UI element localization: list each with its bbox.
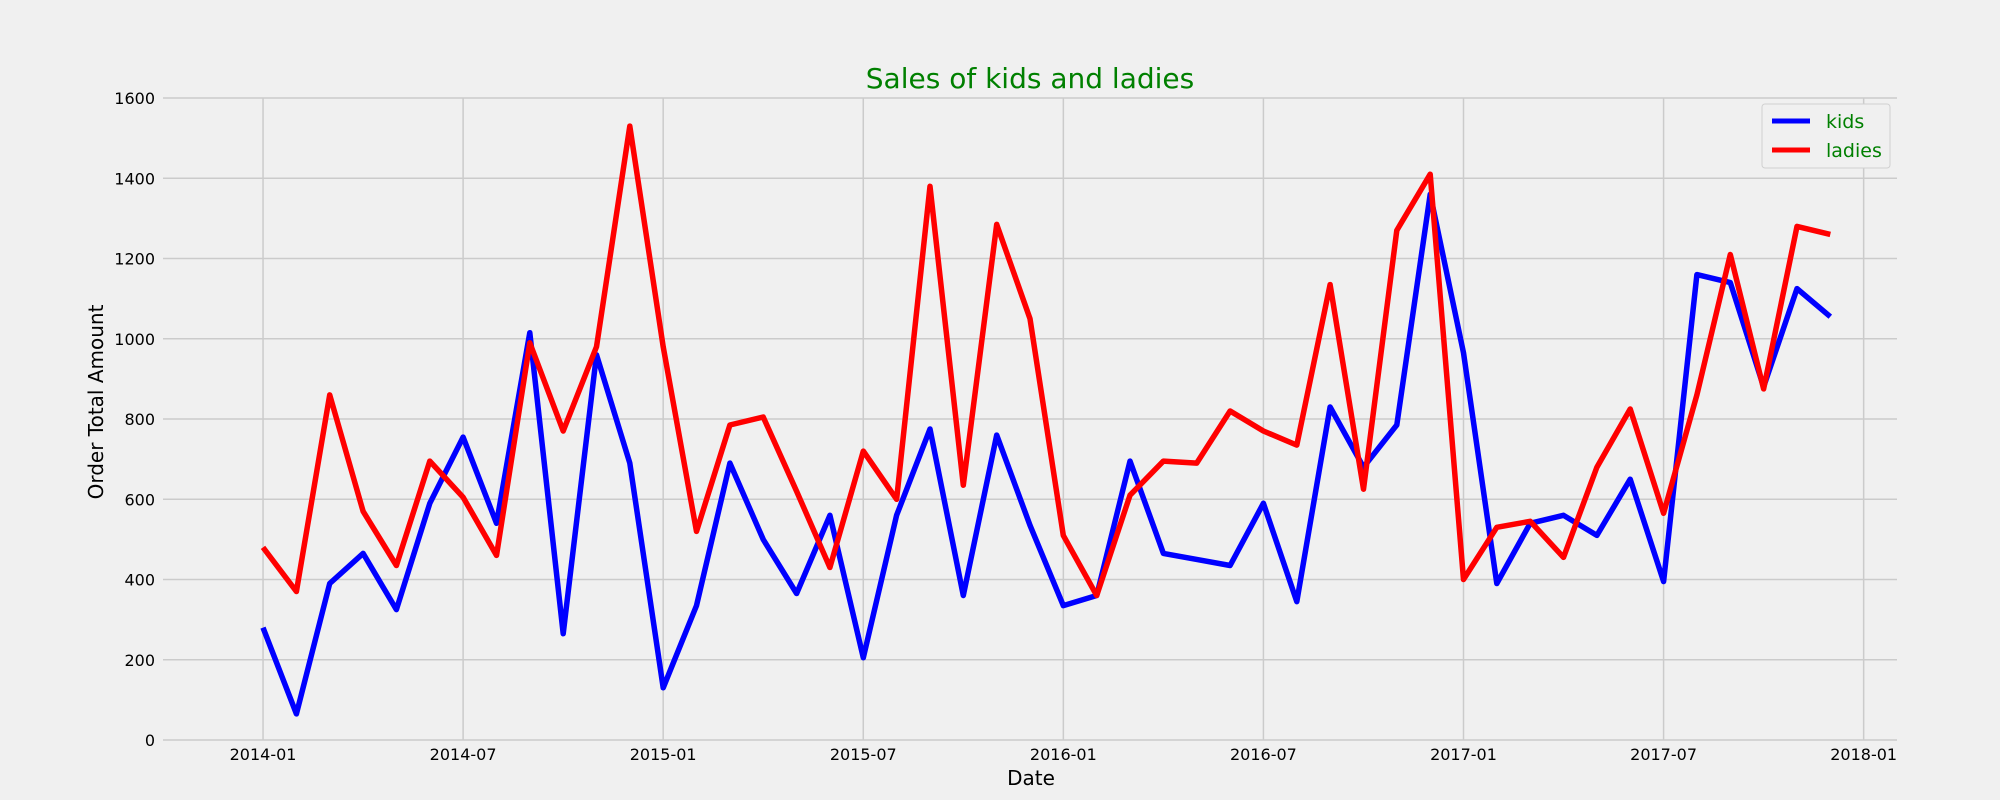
x-tick-label: 2016-01 [1030, 745, 1097, 764]
x-axis-label: Date [1007, 766, 1055, 790]
y-tick-label: 1000 [114, 330, 155, 349]
y-tick-label: 1200 [114, 250, 155, 269]
y-tick-label: 1600 [114, 89, 155, 108]
x-tick-label: 2015-07 [830, 745, 897, 764]
legend-label-ladies: ladies [1826, 140, 1882, 162]
x-tick-label: 2014-07 [430, 745, 497, 764]
y-tick-labels: 0 200 400 600 800 1000 1200 1400 1600 [114, 89, 155, 750]
x-tick-label: 2017-07 [1630, 745, 1697, 764]
y-tick-label: 200 [124, 651, 155, 670]
series-line-ladies [260, 123, 1831, 599]
y-tick-label: 1400 [114, 169, 155, 188]
y-tick-label: 400 [124, 571, 155, 590]
x-tick-labels: 2014-01 2014-07 2015-01 2015-07 2016-01 2016-… [230, 745, 1897, 764]
x-tick-label: 2017-01 [1430, 745, 1497, 764]
y-axis-label: Order Total Amount [84, 304, 108, 499]
x-tick-label: 2014-01 [230, 745, 297, 764]
legend-label-kids: kids [1826, 111, 1864, 133]
x-tick-label: 2015-01 [630, 745, 697, 764]
x-tick-label: 2016-07 [1230, 745, 1297, 764]
series-lines [260, 123, 1833, 717]
grid [163, 97, 1897, 741]
legend: kids ladies [1761, 103, 1891, 169]
x-tick-label: 2018-01 [1830, 745, 1897, 764]
y-tick-label: 0 [145, 731, 155, 750]
chart-title: Sales of kids and ladies [866, 62, 1194, 95]
y-tick-label: 800 [124, 410, 155, 429]
y-tick-label: 600 [124, 490, 155, 509]
